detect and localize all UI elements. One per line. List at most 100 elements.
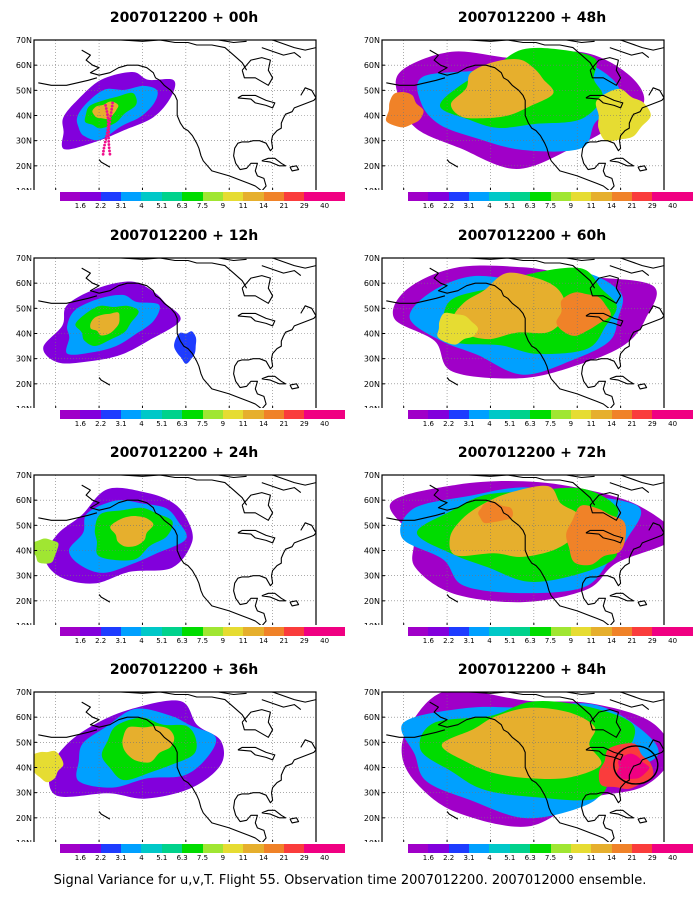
map-plot: 10N20N30N40N50N60N70N180160W140W120W100W… <box>364 688 665 842</box>
colorbar-swatch <box>428 410 449 419</box>
observation-dot <box>104 137 108 141</box>
colorbar-level-label: 7.5 <box>544 202 557 210</box>
colorbar-level-label: 29 <box>299 854 309 862</box>
colorbar-swatch <box>202 410 223 419</box>
colorbar-swatch <box>591 192 612 201</box>
colorbar-level-label: 40 <box>668 202 678 210</box>
map-plot: 10N20N30N40N50N60N70N180160W140W120W100W… <box>364 471 665 625</box>
coastline <box>81 49 262 190</box>
colorbar: 1.6 2.2 3.1 4 5.1 6.3 7.5 9 11 14 21 29 40 <box>408 844 694 866</box>
coastline <box>609 809 635 819</box>
map-panel: 2007012200 + 36h10N20N30N40N50N60N70N180… <box>14 660 354 870</box>
colorbar-swatch <box>672 844 694 853</box>
colorbar-level-label: 5.1 <box>504 420 516 428</box>
coastline <box>237 94 276 109</box>
coastline <box>261 809 287 819</box>
lat-tick-label: 50N <box>364 738 380 747</box>
observation-dot <box>108 152 112 156</box>
colorbar-level-label: 6.3 <box>524 202 536 210</box>
colorbar-swatch <box>263 844 284 853</box>
lat-tick-label: 40N <box>16 764 32 773</box>
colorbar-swatch <box>222 192 244 201</box>
map-plot: 10N20N30N40N50N60N70N180160W140W120W100W… <box>364 254 665 408</box>
coastline <box>463 475 596 506</box>
colorbar-swatch <box>283 192 305 201</box>
colorbar-swatch <box>428 844 449 853</box>
coastline <box>446 594 459 603</box>
coastlines <box>38 258 316 408</box>
observation-dot <box>110 107 114 111</box>
colorbar-level-label: 4 <box>487 637 492 645</box>
lat-tick-label: 30N <box>364 572 380 581</box>
colorbar-swatch <box>428 627 449 636</box>
variance-contour <box>449 485 581 557</box>
colorbar-level-label: 6.3 <box>176 854 188 862</box>
coastline <box>233 749 316 842</box>
coastline <box>648 522 664 534</box>
colorbar-level-label: 4 <box>487 202 492 210</box>
colorbar-swatch <box>222 410 244 419</box>
coastline <box>446 159 459 168</box>
observation-dot <box>111 101 114 105</box>
colorbar-level-label: 1.6 <box>422 854 434 862</box>
variance-field <box>392 265 657 379</box>
coastlines <box>386 692 664 842</box>
coastline <box>386 512 446 521</box>
colorbar-level-label: 5.1 <box>156 202 168 210</box>
lat-tick-label: 10N <box>364 839 380 842</box>
colorbar-level-label: 3.1 <box>463 637 475 645</box>
colorbar-level-label: 2.2 <box>443 202 455 210</box>
colorbar-swatches <box>60 410 346 419</box>
coastline <box>237 746 276 761</box>
colorbar-level-label: 5.1 <box>504 854 516 862</box>
colorbar-swatch <box>408 627 429 636</box>
lat-tick-label: 20N <box>16 597 32 606</box>
coastline <box>386 295 446 304</box>
colorbar-level-label: 40 <box>320 420 330 428</box>
lat-tick-label: 20N <box>364 597 380 606</box>
coastline <box>609 47 650 59</box>
coastline <box>602 475 664 486</box>
colorbar-swatch <box>652 410 673 419</box>
colorbar-level-label: 11 <box>586 420 596 428</box>
observation-dot <box>110 104 114 108</box>
colorbar-swatch <box>324 192 346 201</box>
colorbar-swatch <box>243 410 264 419</box>
coastline <box>261 375 287 385</box>
colorbar-swatch <box>469 410 490 419</box>
colorbar-level-label: 2.2 <box>95 854 107 862</box>
coastlines <box>386 258 664 408</box>
colorbar-level-label: 21 <box>627 420 637 428</box>
colorbar-level-label: 7.5 <box>544 420 557 428</box>
observation-dot <box>101 152 105 156</box>
coastlines <box>386 40 664 190</box>
colorbar-swatch <box>304 410 325 419</box>
lat-tick-label: 10N <box>16 405 32 408</box>
colorbar-level-label: 21 <box>279 202 289 210</box>
colorbar-swatch <box>448 627 470 636</box>
colorbar-level-label: 7.5 <box>544 637 557 645</box>
colorbar-swatch <box>80 410 101 419</box>
map-plot: 10N20N30N40N50N60N70N180160W140W120W100W… <box>16 471 317 625</box>
colorbar-level-label: 29 <box>647 202 657 210</box>
colorbar-swatch <box>631 410 653 419</box>
colorbar-swatch <box>60 844 81 853</box>
map-panel: 2007012200 + 48h10N20N30N40N50N60N70N180… <box>362 8 700 218</box>
observation-dot <box>108 120 112 124</box>
colorbar-swatch <box>408 410 429 419</box>
coastline <box>637 165 648 172</box>
colorbar-swatches <box>408 627 694 636</box>
colorbar-swatch <box>530 192 551 201</box>
colorbar-swatch <box>408 192 429 201</box>
colorbar: 1.6 2.2 3.1 4 5.1 6.3 7.5 9 11 14 21 29 40 <box>60 410 346 432</box>
colorbar-level-label: 14 <box>259 637 269 645</box>
colorbar: 1.6 2.2 3.1 4 5.1 6.3 7.5 9 11 14 21 29 40 <box>60 844 346 866</box>
colorbar-swatch <box>60 410 81 419</box>
colorbar-swatch <box>283 410 305 419</box>
colorbar-swatch <box>202 844 223 853</box>
colorbar-swatch <box>489 410 510 419</box>
lat-tick-label: 10N <box>364 622 380 625</box>
colorbar-swatches <box>60 627 346 636</box>
gridlines <box>34 40 316 190</box>
observation-dot <box>109 114 113 118</box>
